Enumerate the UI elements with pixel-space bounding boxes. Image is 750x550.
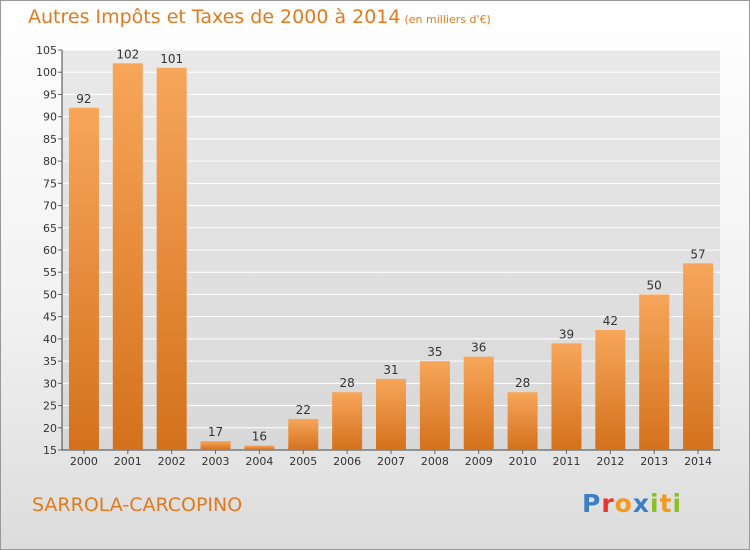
x-tick-label: 2002 (158, 455, 186, 468)
bar (551, 343, 582, 450)
bar (639, 294, 670, 450)
x-tick-label: 2004 (245, 455, 273, 468)
x-tick-label: 2007 (377, 455, 405, 468)
chart-title-text: Autres Impôts et Taxes de 2000 à 2014 (28, 6, 401, 28)
y-tick-label: 15 (43, 444, 57, 457)
bar (595, 330, 626, 450)
x-tick-label: 2000 (70, 455, 98, 468)
bar-value-label: 28 (515, 376, 530, 390)
bar (112, 63, 143, 450)
logo-letter: x (632, 489, 650, 518)
x-tick-label: 2001 (114, 455, 142, 468)
bar (419, 361, 450, 450)
y-tick-label: 40 (43, 333, 57, 346)
bar-value-label: 57 (690, 247, 705, 261)
bar-value-label: 17 (208, 425, 223, 439)
y-tick-label: 55 (43, 266, 57, 279)
y-tick-label: 95 (43, 88, 57, 101)
logo-letter: i (672, 489, 683, 518)
y-tick-label: 30 (43, 377, 57, 390)
bar (68, 107, 99, 451)
bar-value-label: 35 (427, 345, 442, 359)
y-tick-label: 75 (43, 177, 57, 190)
logo-letter: t (659, 489, 673, 518)
bar (463, 356, 494, 450)
y-tick-label: 25 (43, 400, 57, 413)
bar-value-label: 28 (339, 376, 354, 390)
x-tick-label: 2011 (552, 455, 580, 468)
y-tick-label: 45 (43, 311, 57, 324)
y-tick-label: 60 (43, 244, 57, 257)
y-tick-label: 85 (43, 133, 57, 146)
bar-value-label: 36 (471, 341, 486, 355)
bar (507, 392, 538, 450)
x-tick-label: 2013 (640, 455, 668, 468)
bar (683, 263, 714, 450)
logo-letter: o (614, 489, 633, 518)
x-tick-label: 2006 (333, 455, 361, 468)
y-tick-label: 35 (43, 355, 57, 368)
commune-name: SARROLA-CARCOPINO (32, 494, 243, 516)
x-tick-label: 2010 (509, 455, 537, 468)
x-tick-label: 2003 (202, 455, 230, 468)
y-tick-label: 100 (36, 66, 57, 79)
bar-value-label: 39 (559, 327, 574, 341)
bar-value-label: 31 (383, 363, 398, 377)
chart-subtitle: (en milliers d'€) (404, 13, 491, 26)
y-tick-label: 65 (43, 222, 57, 235)
y-tick-label: 80 (43, 155, 57, 168)
x-tick-label: 2008 (421, 455, 449, 468)
bar-value-label: 22 (296, 403, 311, 417)
y-tick-label: 70 (43, 200, 57, 213)
y-tick-label: 50 (43, 288, 57, 301)
y-tick-label: 20 (43, 422, 57, 435)
bar-value-label: 42 (603, 314, 618, 328)
logo-letter: P (582, 489, 602, 518)
bar (156, 67, 187, 451)
bar-value-label: 102 (116, 47, 139, 61)
logo-letter: r (601, 489, 615, 518)
chart-title: Autres Impôts et Taxes de 2000 à 2014 (en… (28, 6, 491, 28)
y-tick-label: 105 (36, 44, 57, 57)
y-tick-label: 90 (43, 111, 57, 124)
bar-value-label: 101 (160, 52, 183, 66)
bar-value-label: 92 (76, 92, 91, 106)
bar-value-label: 16 (252, 430, 267, 444)
bar (376, 378, 406, 450)
bar (200, 441, 231, 450)
bar (288, 418, 319, 450)
bar-value-label: 50 (647, 278, 662, 292)
bar (332, 392, 363, 450)
proxiti-logo: Proxiti (582, 489, 682, 518)
logo-letter: i (650, 489, 660, 518)
x-tick-label: 2014 (684, 455, 712, 468)
x-tick-label: 2005 (289, 455, 317, 468)
bar (244, 445, 275, 450)
x-tick-label: 2012 (596, 455, 624, 468)
x-tick-label: 2009 (465, 455, 493, 468)
